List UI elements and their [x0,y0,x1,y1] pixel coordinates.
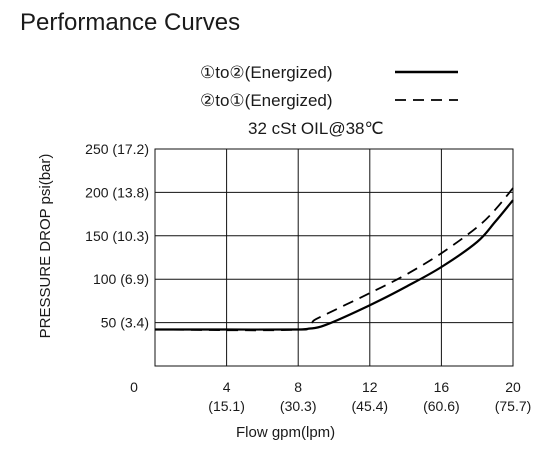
y-axis-label: PRESSURE DROP psi(bar) [37,154,54,339]
x-axis-label: Flow gpm(lpm) [236,424,335,441]
y-tick-label: 200 (13.8) [85,184,149,200]
x-tick-sublabel: (75.7) [495,398,532,414]
legend: ①to②(Energized) ②to①(Energized) 32 cSt O… [200,63,458,138]
y-tick-label: 250 (17.2) [85,141,149,157]
plot-grid [154,148,514,367]
x-tick-label: 4 [223,379,231,395]
x-tick-label: 20 [505,379,521,395]
y-tick-label: 50 (3.4) [101,315,149,331]
plot-frame [154,148,514,367]
x-tick-sublabel: (60.6) [423,398,460,414]
legend-label-series-1: ①to②(Energized) [200,63,333,82]
x-tick-sublabel: (45.4) [352,398,389,414]
legend-label-series-2: ②to①(Energized) [200,91,333,110]
x-origin-label: 0 [130,379,138,395]
y-tick-label: 150 (10.3) [85,228,149,244]
x-tick-sublabel: (15.1) [208,398,245,414]
plot-series [154,187,514,332]
x-tick-label: 8 [294,379,302,395]
x-tick-label: 16 [434,379,450,395]
axis-ticks: 4 (15.1) 8 (30.3) 12 (45.4) 16 (60.6) 20 (75.7) 0 5… [85,141,531,414]
y-tick-label: 100 (6.9) [93,271,149,287]
chart-title: Performance Curves [20,9,240,36]
x-tick-sublabel: (30.3) [280,398,317,414]
series-line-2 [154,187,514,332]
chart-subtitle: 32 cSt OIL@38℃ [248,119,384,138]
x-tick-label: 12 [362,379,378,395]
